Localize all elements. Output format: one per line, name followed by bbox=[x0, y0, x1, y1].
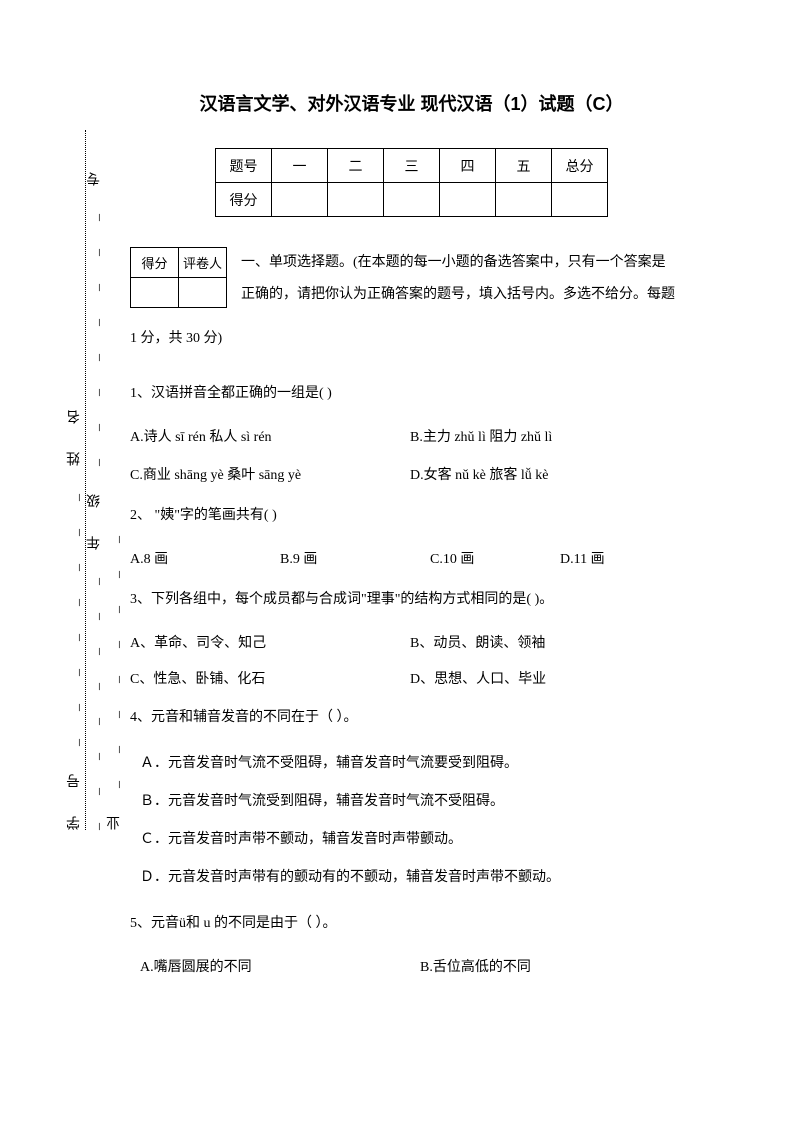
options-row: C.商业 shāng yè 桑叶 sāng yè D.女客 nǔ kè 旅客 l… bbox=[130, 464, 693, 484]
cell-label: 得分 bbox=[216, 183, 272, 217]
cell-header: 四 bbox=[440, 149, 496, 183]
exam-page: 汉语言文学、对外汉语专业 现代汉语（1）试题（C） 题号 一 二 三 四 五 总… bbox=[0, 0, 793, 1052]
option-b: B.9 画 bbox=[280, 548, 430, 568]
cell-header: 一 bbox=[272, 149, 328, 183]
option-c: C.商业 shāng yè 桑叶 sāng yè bbox=[130, 464, 410, 484]
option-d: D.女客 nǔ kè 旅客 lǚ kè bbox=[410, 464, 693, 484]
option-d: D.11 画 bbox=[560, 548, 693, 568]
cell-grader: 评卷人 bbox=[179, 248, 227, 278]
cell-empty bbox=[131, 278, 179, 308]
cell-header: 二 bbox=[328, 149, 384, 183]
options-row: A.嘴唇圆展的不同 B.舌位高低的不同 bbox=[140, 956, 693, 976]
section-instructions: 一、单项选择题。(在本题的每一小题的备选答案中，只有一个答案是 正确的，请把你认… bbox=[241, 247, 693, 311]
options-row: A、革命、司令、知己 B、动员、朗读、领袖 bbox=[130, 632, 693, 652]
table-row: 题号 一 二 三 四 五 总分 bbox=[216, 149, 608, 183]
cell-header: 三 bbox=[384, 149, 440, 183]
option-a: A.诗人 sī rén 私人 sì rén bbox=[130, 426, 410, 446]
option-d: Ｄ．元音发音时声带有的颤动有的不颤动，辅音发音时声带不颤动。 bbox=[140, 864, 693, 892]
grading-table: 得分 评卷人 bbox=[130, 247, 227, 308]
option-b: Ｂ．元音发音时气流受到阻碍，辅音发音时气流不受阻碍。 bbox=[140, 788, 693, 816]
options-row: A.诗人 sī rén 私人 sì rén B.主力 zhǔ lì 阻力 zhǔ… bbox=[130, 426, 693, 446]
option-c: Ｃ．元音发音时声带不颤动，辅音发音时声带颤动。 bbox=[140, 826, 693, 854]
question-4: 4、元音和辅音发音的不同在于（ ）。 bbox=[130, 704, 693, 732]
question-5: 5、元音ü和 u 的不同是由于（ ）。 bbox=[130, 910, 693, 938]
cell-header: 五 bbox=[496, 149, 552, 183]
cell-header: 总分 bbox=[552, 149, 608, 183]
instruction-line: 一、单项选择题。(在本题的每一小题的备选答案中，只有一个答案是 bbox=[241, 247, 693, 279]
options-row: A.8 画 B.9 画 C.10 画 D.11 画 bbox=[130, 548, 693, 568]
option-c: C.10 画 bbox=[430, 548, 560, 568]
option-a: A、革命、司令、知己 bbox=[130, 632, 410, 652]
option-b: B、动员、朗读、领袖 bbox=[410, 632, 545, 652]
options-list: Ａ．元音发音时气流不受阻碍，辅音发音时气流要受到阻碍。 Ｂ．元音发音时气流受到阻… bbox=[140, 750, 693, 892]
cell-empty bbox=[384, 183, 440, 217]
cell-empty bbox=[552, 183, 608, 217]
option-a: A.8 画 bbox=[130, 548, 280, 568]
cell-empty bbox=[328, 183, 384, 217]
question-2: 2、 "姨"字的笔画共有( ) bbox=[130, 502, 693, 530]
cell-score: 得分 bbox=[131, 248, 179, 278]
cell-empty bbox=[496, 183, 552, 217]
cell-header: 题号 bbox=[216, 149, 272, 183]
option-b: B.舌位高低的不同 bbox=[420, 956, 531, 976]
instruction-line: 正确的，请把你认为正确答案的题号，填入括号内。多选不给分。每题 bbox=[241, 279, 693, 311]
option-c: C、性急、卧铺、化石 bbox=[130, 668, 410, 688]
score-table: 题号 一 二 三 四 五 总分 得分 bbox=[215, 148, 608, 217]
page-title: 汉语言文学、对外汉语专业 现代汉语（1）试题（C） bbox=[130, 90, 693, 116]
options-row: C、性急、卧铺、化石 D、思想、人口、毕业 bbox=[130, 668, 693, 688]
cell-empty bbox=[272, 183, 328, 217]
question-1: 1、汉语拼音全都正确的一组是( ) bbox=[130, 380, 693, 408]
cell-empty bbox=[440, 183, 496, 217]
table-row: 得分 bbox=[216, 183, 608, 217]
table-row: 得分 评卷人 bbox=[131, 248, 227, 278]
option-d: D、思想、人口、毕业 bbox=[410, 668, 546, 688]
question-3: 3、下列各组中，每个成员都与合成词"理事"的结构方式相同的是( )。 bbox=[130, 586, 693, 614]
option-b: B.主力 zhǔ lì 阻力 zhǔ lì bbox=[410, 426, 693, 446]
option-a: A.嘴唇圆展的不同 bbox=[140, 956, 420, 976]
section-header: 得分 评卷人 一、单项选择题。(在本题的每一小题的备选答案中，只有一个答案是 正… bbox=[130, 247, 693, 311]
cell-empty bbox=[179, 278, 227, 308]
table-row bbox=[131, 278, 227, 308]
instruction-line: 1 分，共 30 分) bbox=[130, 323, 693, 355]
option-a: Ａ．元音发音时气流不受阻碍，辅音发音时气流要受到阻碍。 bbox=[140, 750, 693, 778]
